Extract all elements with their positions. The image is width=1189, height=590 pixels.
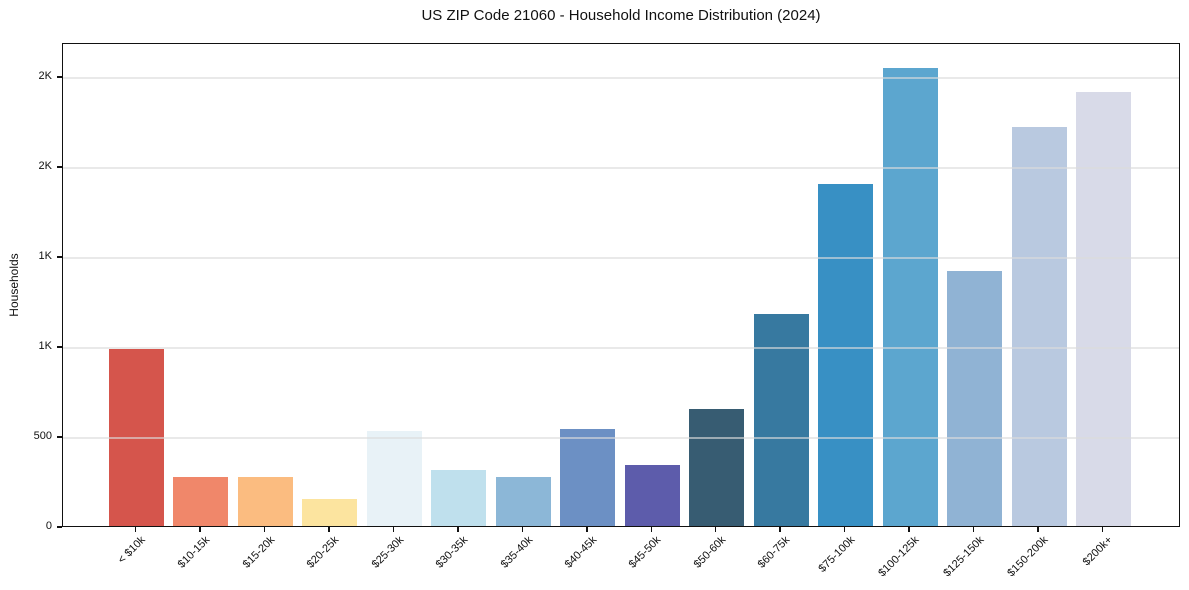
x-tick-label: $75-100k bbox=[816, 534, 858, 575]
bar-125-150k bbox=[947, 271, 1003, 526]
bar-30-35k bbox=[431, 469, 487, 526]
y-axis-tick bbox=[57, 526, 62, 528]
y-tick-label: 0 bbox=[45, 520, 52, 532]
bar-10-15k bbox=[173, 477, 229, 526]
x-axis-tick bbox=[134, 527, 137, 532]
x-axis-tick bbox=[199, 527, 201, 532]
gridline bbox=[63, 257, 1179, 259]
x-tick-label: $30-35k bbox=[433, 534, 471, 571]
y-tick-label: 2K bbox=[38, 70, 52, 83]
x-axis-tick bbox=[714, 527, 717, 532]
x-axis-tick bbox=[586, 527, 588, 532]
y-axis-label: Households bbox=[7, 253, 21, 317]
x-axis-tick bbox=[650, 527, 652, 532]
x-axis-tick bbox=[521, 527, 524, 532]
x-axis-tick bbox=[972, 527, 975, 532]
x-tick-label: $40-45k bbox=[562, 534, 600, 571]
x-axis-tick bbox=[779, 527, 781, 532]
gridline bbox=[63, 167, 1179, 169]
x-tick-label: $200k+ bbox=[1080, 534, 1116, 569]
y-tick-label: 1K bbox=[38, 340, 52, 353]
x-axis-tick bbox=[328, 527, 330, 532]
gridline bbox=[63, 437, 1179, 439]
y-axis-tick bbox=[57, 76, 62, 78]
bar-20-25k bbox=[302, 499, 358, 526]
y-axis-tick bbox=[57, 436, 62, 438]
bar-25-30k bbox=[366, 431, 422, 526]
bar-100-125k bbox=[882, 67, 938, 526]
x-axis-tick bbox=[843, 527, 846, 532]
x-tick-label: $125-150k bbox=[940, 534, 987, 580]
x-axis-tick bbox=[1101, 527, 1104, 532]
plot-area bbox=[62, 43, 1180, 527]
x-tick-label: $15-20k bbox=[240, 534, 277, 571]
x-tick-label: $35-40k bbox=[498, 534, 535, 571]
x-axis-tick bbox=[457, 527, 459, 532]
x-axis-tick bbox=[263, 527, 266, 532]
x-axis-tick bbox=[392, 527, 395, 532]
x-tick-label: $60-75k bbox=[756, 534, 793, 571]
gridline bbox=[63, 347, 1179, 349]
bar-15-20k bbox=[237, 476, 293, 526]
x-axis-tick bbox=[1037, 527, 1039, 532]
bar-150-200k bbox=[1011, 126, 1067, 526]
x-tick-label: $20-25k bbox=[304, 534, 342, 571]
x-tick-label: $150-200k bbox=[1005, 534, 1051, 580]
y-tick-label: 2K bbox=[38, 160, 52, 173]
bar-50-60k bbox=[689, 408, 745, 526]
x-tick-label: $50-60k bbox=[691, 534, 729, 571]
y-tick-label: 500 bbox=[33, 430, 52, 443]
y-tick-label: 1K bbox=[38, 250, 52, 263]
bar-200k bbox=[1076, 92, 1132, 526]
x-axis-tick bbox=[908, 527, 910, 532]
x-tick-label: $45-50k bbox=[627, 534, 664, 571]
y-axis-tick bbox=[57, 166, 62, 168]
chart-title: US ZIP Code 21060 - Household Income Dis… bbox=[421, 7, 821, 24]
x-tick-label: $25-30k bbox=[369, 534, 406, 571]
bar-35-40k bbox=[495, 476, 551, 526]
y-axis-tick bbox=[57, 346, 62, 348]
x-tick-label: < $10k bbox=[115, 534, 148, 567]
bar-45-50k bbox=[624, 464, 680, 526]
x-tick-label: $100-125k bbox=[876, 534, 922, 580]
bar-40-45k bbox=[560, 428, 616, 526]
gridline bbox=[63, 77, 1179, 79]
bar-60-75k bbox=[753, 314, 809, 526]
y-axis-tick bbox=[57, 256, 62, 258]
bar-75-100k bbox=[818, 184, 874, 526]
x-tick-label: $10-15k bbox=[175, 534, 213, 571]
